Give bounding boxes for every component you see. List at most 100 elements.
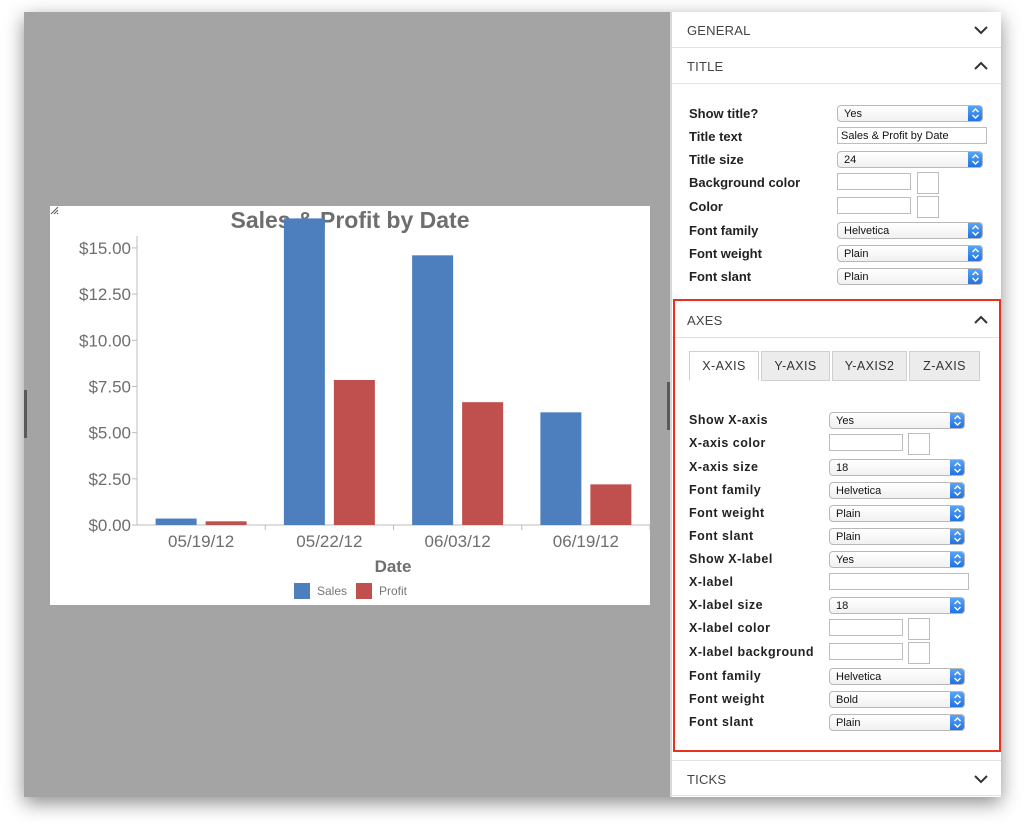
legend-swatch-profit: [356, 583, 372, 599]
x-axis-color-label: X-axis color: [689, 436, 766, 450]
resize-grip-icon[interactable]: [50, 206, 59, 215]
x-axis-size-select[interactable]: 18: [829, 459, 965, 476]
x-label-background-label: X-label background: [689, 645, 814, 659]
chart-card[interactable]: Sales & Profit by Date $0.00 $2.50 $5.00 $7…: [50, 206, 650, 605]
chart-legend: Sales Profit: [294, 583, 408, 599]
x-label-background-swatch[interactable]: [908, 642, 930, 664]
left-splitter-handle[interactable]: [24, 390, 27, 438]
right-splitter-handle[interactable]: [667, 382, 670, 430]
axes-section-title: AXES: [687, 313, 723, 328]
bar-sales-1[interactable]: [283, 218, 325, 525]
chevron-down-icon: [974, 775, 988, 784]
legend-label-sales: Sales: [317, 584, 347, 598]
show-x-label-value: Yes: [836, 554, 854, 566]
x-font-slant-label: Font slant: [689, 529, 754, 543]
chevron-down-icon: [974, 26, 988, 35]
bar-profit-3[interactable]: [590, 484, 632, 525]
chevron-up-icon: [974, 315, 988, 324]
title-font-family-value: Helvetica: [844, 225, 890, 237]
select-arrows-icon: [968, 223, 982, 238]
select-arrows-icon: [968, 152, 982, 167]
chart-title: Sales & Profit by Date: [230, 207, 469, 233]
chart-canvas-area: Sales & Profit by Date $0.00 $2.50 $5.00 $7…: [24, 12, 670, 797]
x-label-font-weight-select[interactable]: Bold: [829, 691, 965, 708]
bars: [155, 218, 632, 525]
show-title-value: Yes: [844, 108, 862, 120]
color-label: Color: [689, 199, 723, 214]
x-font-family-select[interactable]: Helvetica: [829, 482, 965, 499]
show-x-label-select[interactable]: Yes: [829, 551, 965, 568]
x-font-weight-value: Plain: [836, 508, 861, 520]
x-font-family-value: Helvetica: [836, 485, 882, 497]
x-font-weight-select[interactable]: Plain: [829, 505, 965, 522]
select-arrows-icon: [950, 483, 964, 498]
show-x-label-label: Show X-label: [689, 552, 773, 566]
color-input[interactable]: [837, 197, 911, 214]
title-font-slant-select[interactable]: Plain: [837, 268, 983, 285]
x-label-font-slant-value: Plain: [836, 717, 861, 729]
y-tick-label: $12.50: [79, 285, 131, 304]
app-window: Sales & Profit by Date $0.00 $2.50 $5.00 $7…: [24, 12, 1001, 797]
ticks-section-header[interactable]: TICKS: [672, 760, 1001, 796]
title-text-input[interactable]: Sales & Profit by Date: [837, 127, 987, 144]
title-size-label: Title size: [689, 152, 744, 167]
x-font-weight-label: Font weight: [689, 506, 765, 520]
bar-profit-1[interactable]: [333, 380, 375, 525]
y-tick-label: $10.00: [79, 331, 131, 350]
title-font-weight-label: Font weight: [689, 246, 762, 261]
select-arrows-icon: [968, 246, 982, 261]
show-title-select[interactable]: Yes: [837, 105, 983, 122]
show-x-axis-select[interactable]: Yes: [829, 412, 965, 429]
x-tick-label: 05/22/12: [296, 532, 362, 551]
show-x-axis-label: Show X-axis: [689, 413, 769, 427]
chart-svg: Sales & Profit by Date $0.00 $2.50 $5.00 $7…: [79, 207, 650, 599]
bar-sales-3[interactable]: [540, 412, 582, 525]
ticks-section-title: TICKS: [687, 772, 727, 787]
x-label-size-select[interactable]: 18: [829, 597, 965, 614]
x-axis-title: Date: [375, 557, 412, 576]
title-section-header[interactable]: TITLE: [672, 48, 1001, 84]
x-label-font-weight-label: Font weight: [689, 692, 765, 706]
general-section-title: GENERAL: [687, 23, 751, 38]
title-font-weight-select[interactable]: Plain: [837, 245, 983, 262]
background-color-swatch[interactable]: [917, 172, 939, 194]
x-label-font-family-select[interactable]: Helvetica: [829, 668, 965, 685]
bar-sales-2[interactable]: [412, 255, 454, 525]
x-label-color-input[interactable]: [829, 619, 903, 636]
x-label-font-slant-label: Font slant: [689, 715, 754, 729]
x-ticks: 05/19/12 05/22/12 06/03/12 06/19/12: [168, 525, 650, 551]
x-label-input[interactable]: [829, 573, 969, 590]
bar-profit-2[interactable]: [462, 402, 504, 525]
tab-y-axis2[interactable]: Y-AXIS2: [832, 351, 907, 381]
tab-y-axis[interactable]: Y-AXIS: [761, 351, 830, 381]
title-font-family-select[interactable]: Helvetica: [837, 222, 983, 239]
color-swatch[interactable]: [917, 196, 939, 218]
x-label-font-family-value: Helvetica: [836, 671, 882, 683]
select-arrows-icon: [950, 692, 964, 707]
title-size-value: 24: [844, 154, 857, 166]
x-axis-color-swatch[interactable]: [908, 433, 930, 455]
x-label-background-input[interactable]: [829, 643, 903, 660]
x-label-font-slant-select[interactable]: Plain: [829, 714, 965, 731]
bar-profit-0[interactable]: [205, 521, 247, 525]
show-x-axis-value: Yes: [836, 415, 854, 427]
y-tick-label: $7.50: [88, 377, 131, 396]
tab-z-axis[interactable]: Z-AXIS: [909, 351, 980, 381]
bar-sales-0[interactable]: [155, 518, 197, 525]
axes-section-header[interactable]: AXES: [672, 302, 1001, 338]
title-size-select[interactable]: 24: [837, 151, 983, 168]
select-arrows-icon: [950, 598, 964, 613]
tab-x-axis[interactable]: X-AXIS: [689, 351, 759, 381]
x-font-slant-select[interactable]: Plain: [829, 528, 965, 545]
background-color-input[interactable]: [837, 173, 911, 190]
select-arrows-icon: [950, 669, 964, 684]
x-font-family-label: Font family: [689, 483, 762, 497]
y-tick-label: $15.00: [79, 239, 131, 258]
x-label-color-swatch[interactable]: [908, 618, 930, 640]
x-axis-size-label: X-axis size: [689, 460, 759, 474]
x-axis-color-input[interactable]: [829, 434, 903, 451]
x-label-size-label: X-label size: [689, 598, 764, 612]
title-font-weight-value: Plain: [844, 248, 869, 260]
general-section-header[interactable]: GENERAL: [672, 12, 1001, 48]
y-tick-label: $2.50: [88, 470, 131, 489]
